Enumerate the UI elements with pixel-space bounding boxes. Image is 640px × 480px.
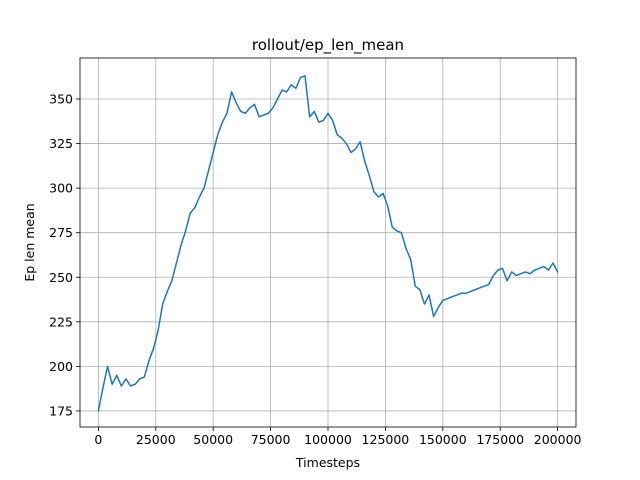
- series-line: [97, 75, 559, 412]
- y-axis: 175 200 225 250 275 300 325 350: [49, 92, 80, 418]
- y-tick-label: 250: [49, 270, 73, 285]
- x-tick-label: 75000: [251, 432, 291, 447]
- x-tick-label: 150000: [419, 432, 467, 447]
- x-tick-label: 25000: [136, 432, 176, 447]
- x-tick-label: 0: [94, 432, 102, 447]
- y-tick-label: 275: [49, 225, 73, 240]
- grid: [80, 58, 576, 427]
- chart-title: rollout/ep_len_mean: [252, 36, 404, 55]
- y-tick-label: 200: [49, 359, 73, 374]
- y-tick-label: 325: [49, 136, 73, 151]
- y-axis-label: Ep len mean: [22, 203, 37, 281]
- x-axis-label: Timesteps: [295, 455, 360, 470]
- x-tick-label: 50000: [193, 432, 233, 447]
- y-tick-label: 225: [49, 314, 73, 329]
- x-axis: 0 25000 50000 75000 100000 125000 150000 175000…: [94, 427, 582, 447]
- x-tick-label: 200000: [534, 432, 582, 447]
- x-tick-label: 125000: [362, 432, 410, 447]
- x-tick-label: 175000: [476, 432, 524, 447]
- y-tick-label: 175: [49, 403, 73, 418]
- x-tick-label: 100000: [304, 432, 352, 447]
- y-tick-label: 350: [49, 92, 73, 107]
- y-tick-label: 300: [49, 181, 73, 196]
